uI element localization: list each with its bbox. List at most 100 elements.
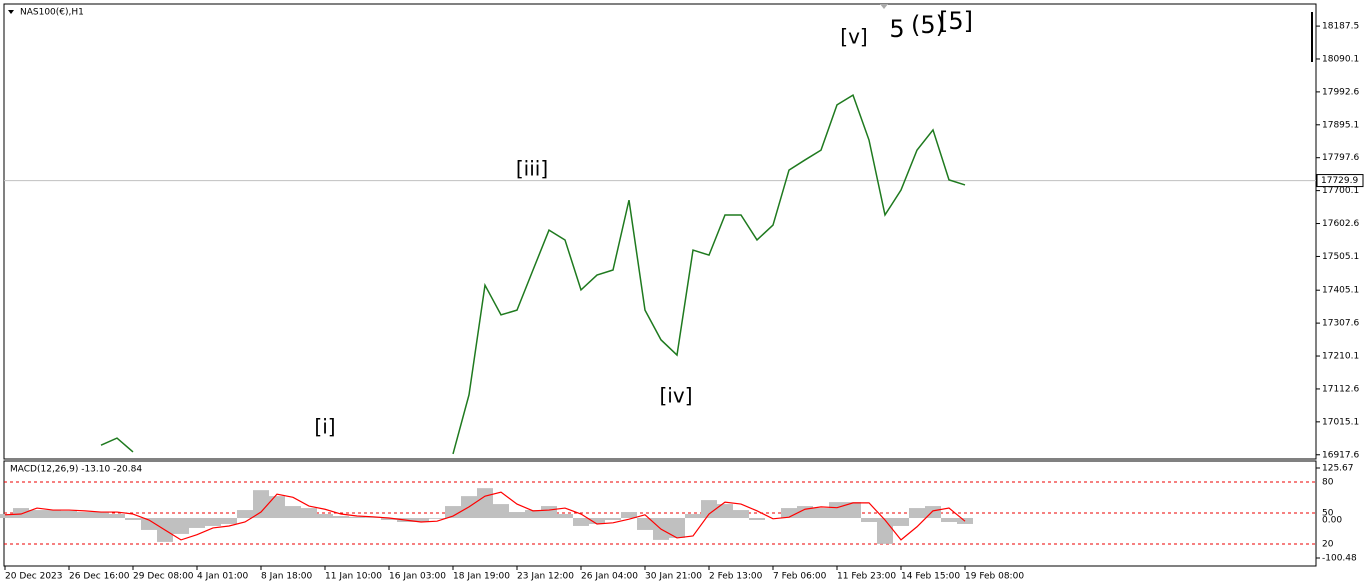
macd-bar [0, 514, 13, 519]
macd-bar [797, 506, 813, 519]
x-tick-label: 2 Feb 13:00 [709, 572, 763, 582]
y-tick-label: 17405.1 [1322, 286, 1359, 296]
x-tick-label: 4 Jan 01:00 [197, 572, 249, 582]
macd-bar [605, 518, 621, 521]
wave-label: [i] [314, 415, 335, 439]
macd-bar [333, 516, 349, 519]
y-tick-label: 17992.6 [1322, 87, 1359, 97]
macd-bar [61, 510, 77, 519]
macd-bar [13, 508, 29, 519]
macd-bar [589, 518, 605, 524]
y-tick-label: 17895.1 [1322, 120, 1359, 130]
x-tick-label: 16 Jan 03:00 [389, 572, 446, 582]
macd-bar [781, 508, 797, 519]
macd-bar [685, 514, 701, 519]
macd-bar [301, 508, 317, 519]
macd-bar [413, 518, 429, 522]
y-tick-label: 17505.1 [1322, 252, 1359, 262]
x-tick-label: 11 Feb 23:00 [837, 572, 896, 582]
macd-bar [221, 518, 237, 524]
macd-bar [237, 510, 253, 519]
macd-bar [637, 518, 653, 530]
macd-bar [493, 504, 509, 519]
y-tick-label: 18187.5 [1322, 22, 1359, 32]
macd-bar [925, 506, 941, 519]
wave-label: (5) [911, 11, 945, 39]
macd-bar [205, 518, 221, 526]
macd-bar [29, 510, 45, 519]
macd-bar [525, 510, 541, 519]
menu-arrow [8, 10, 14, 14]
macd-bar [349, 516, 365, 519]
macd-bar [189, 518, 205, 528]
x-tick-label: 26 Jan 04:00 [581, 572, 638, 582]
x-tick-label: 20 Dec 2023 [5, 572, 63, 582]
x-tick-label: 14 Feb 15:00 [901, 572, 960, 582]
x-tick-label: 29 Dec 08:00 [133, 572, 194, 582]
macd-bar [893, 518, 909, 526]
price-tag [1316, 174, 1364, 188]
macd-bar [269, 496, 285, 519]
macd-bar [669, 518, 685, 538]
wave-label: [iv] [660, 384, 693, 408]
y-tick-label: 17112.6 [1322, 384, 1359, 394]
price-line-series [100, 437, 134, 453]
macd-bar [45, 510, 61, 519]
wave-label: 5 [889, 15, 904, 43]
y-tick-label: 17700.1 [1322, 186, 1359, 196]
x-tick-label: 30 Jan 21:00 [645, 572, 702, 582]
macd-bar [109, 514, 125, 519]
macd-bar [509, 512, 525, 519]
x-tick-label: 8 Jan 18:00 [261, 572, 313, 582]
y-tick-label: 125.67 [1322, 464, 1354, 474]
y-tick-label: -100.48 [1322, 554, 1357, 564]
macd-bar [445, 506, 461, 519]
macd-bar [141, 518, 157, 530]
price-pane [3, 3, 1317, 460]
macd-bar [253, 490, 269, 519]
macd-bar [381, 518, 397, 521]
macd-bar [717, 504, 733, 519]
macd-bar [93, 512, 109, 519]
y-tick-label: 17797.6 [1322, 153, 1359, 163]
chart-title: NAS100(€),H1 [20, 8, 84, 18]
macd-bar [541, 506, 557, 519]
macd-bar [749, 518, 765, 521]
level-label: 80 [1322, 478, 1334, 488]
y-tick-label: 17210.1 [1322, 352, 1359, 362]
macd-bar [813, 508, 829, 519]
x-tick-label: 11 Jan 10:00 [325, 572, 382, 582]
y-tick-label: 17307.6 [1322, 319, 1359, 329]
macd-bar [365, 517, 381, 519]
y-tick-label: 17015.1 [1322, 417, 1359, 427]
level-label: 0.00 [1322, 516, 1342, 526]
macd-bar [701, 500, 717, 519]
x-tick-label: 7 Feb 06:00 [773, 572, 827, 582]
price-label: 17729.9 [1321, 176, 1358, 186]
macd-bar [877, 518, 893, 544]
wave-label: [v] [840, 25, 867, 49]
macd-bar [125, 518, 141, 521]
y-tick-label: 16917.6 [1322, 450, 1359, 460]
macd-bar [861, 518, 877, 522]
macd-bar [557, 514, 573, 519]
macd-bar [621, 512, 637, 519]
macd-bar [317, 514, 333, 519]
x-tick-label: 23 Jan 12:00 [517, 572, 574, 582]
macd-bar [941, 518, 957, 522]
macd-bar [733, 510, 749, 519]
macd-bar [829, 502, 845, 519]
x-tick-label: 26 Dec 16:00 [69, 572, 130, 582]
level-label: 20 [1322, 540, 1334, 550]
macd-bar [845, 502, 861, 519]
level-label: 50 [1322, 509, 1334, 519]
y-tick-label: 17602.6 [1322, 219, 1359, 229]
x-tick-label: 19 Feb 08:00 [965, 572, 1024, 582]
macd-bar [77, 512, 93, 519]
signal-line [4, 491, 966, 541]
macd-bar [173, 518, 189, 534]
macd-bar [429, 518, 445, 519]
macd-title: MACD(12,26,9) -13.10 -20.84 [10, 465, 142, 475]
macd-bar [573, 518, 589, 526]
